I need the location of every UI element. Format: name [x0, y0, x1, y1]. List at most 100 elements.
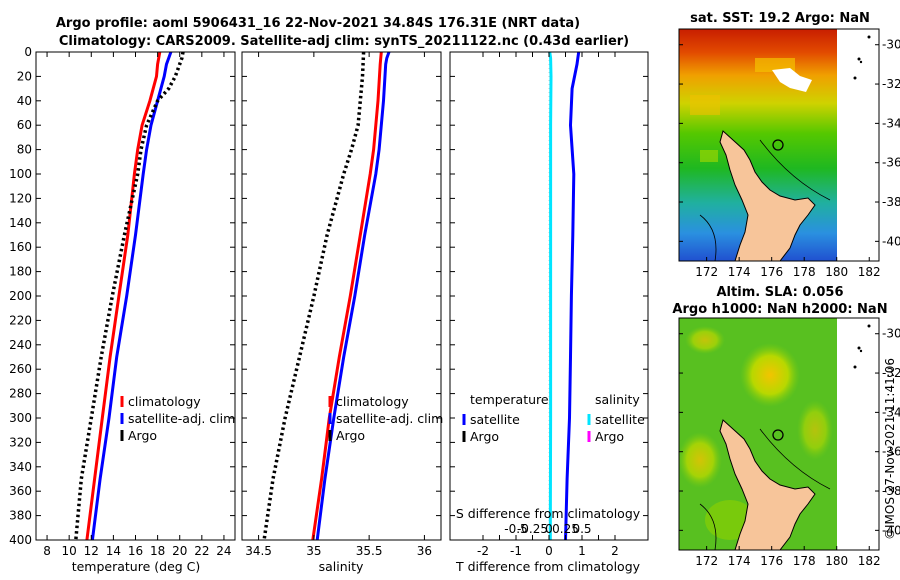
salinity-series-climatology	[311, 51, 383, 541]
salinity-xtick-label: 36	[417, 544, 432, 558]
depth-tick-label: 200	[9, 289, 32, 303]
sla-ticks-lat-label: -40	[882, 523, 900, 537]
sla-ticks-lon-label: 176	[760, 554, 783, 568]
depth-tick-label: 240	[9, 338, 32, 352]
sst-ticks-lon-label: 178	[793, 265, 816, 279]
temperature-xtick-label: 20	[172, 544, 187, 558]
diff-legend-sal-entry: Argo	[595, 429, 624, 444]
sst-ticks-lon-label: 174	[728, 265, 751, 279]
depth-tick-label: 380	[9, 509, 32, 523]
diff-xtick-label: 2	[611, 544, 619, 558]
figure-title-line1: Argo profile: aoml 5906431_16 22-Nov-202…	[56, 16, 580, 31]
temperature-legend-entry: satellite-adj. clim	[128, 411, 235, 426]
sst-ticks-lat-label: -38	[882, 195, 900, 209]
depth-tick-label: 220	[9, 313, 32, 327]
diff-legend-temp-entry: Argo	[470, 429, 499, 444]
sla-ticks-lon-label: 174	[728, 554, 751, 568]
temperature-series-argo	[74, 51, 185, 541]
s-diff-tick-label: 0	[545, 522, 553, 536]
diff-legend-temp-title: temperature	[470, 392, 549, 407]
sst-cloud-gap	[772, 68, 812, 92]
sst-ticks-lon-label: 172	[695, 265, 718, 279]
sla-ticks-lon-label: 172	[695, 554, 718, 568]
depth-tick-label: 100	[9, 167, 32, 181]
sla-ticks-lat-label: -36	[882, 445, 900, 459]
diff-xtick-label: -1	[510, 544, 522, 558]
temperature-panel: 8 10 12 14 16 18 20 22 2402040608010012014016018…	[9, 45, 236, 558]
sla-ticks-lat-label: -30	[882, 327, 900, 341]
diff-xtick-label: -2	[477, 544, 489, 558]
sla-ticks-lat-label: -32	[882, 366, 900, 380]
diff-legend-sal-title: salinity	[595, 392, 640, 407]
salinity-legend-entry: climatology	[336, 394, 409, 409]
depth-tick-label: 60	[17, 118, 32, 132]
sst-map-title: sat. SST: 19.2 Argo: NaN	[690, 11, 870, 26]
s-diff-tick-label: -0.25	[517, 522, 548, 536]
depth-tick-label: 80	[17, 143, 32, 157]
sst-ticks-lat-label: -36	[882, 156, 900, 170]
sst-ticks-lon-label: 180	[825, 265, 848, 279]
salinity-legend-entry: satellite-adj. clim	[336, 411, 443, 426]
diff-xtick-label: 1	[578, 544, 586, 558]
salinity-series-argo	[262, 51, 366, 541]
temperature-axes-frame	[35, 51, 236, 541]
s-diff-tick-label: 0.5	[572, 522, 591, 536]
depth-tick-label: 0	[24, 45, 32, 59]
temperature-xtick-label: 12	[84, 544, 99, 558]
sla-land	[719, 419, 816, 550]
sla-argo-marker	[772, 429, 784, 441]
sst-map: sat. SST: 19.2 Argo: NaN -30 -32 -34 -36 -38…	[678, 11, 900, 279]
s-diff-tick-label: 0.25	[552, 522, 579, 536]
sla-map: Altim. SLA: 0.056 Argo h1000: NaN h2000:…	[672, 285, 900, 568]
salinity-xtick-label: 35	[306, 544, 321, 558]
depth-tick-label: 260	[9, 362, 32, 376]
salinity-xtick-label: 34.5	[245, 544, 272, 558]
temperature-xtick-label: 10	[62, 544, 77, 558]
temperature-series-climatology	[85, 51, 162, 541]
temperature-xtick-label: 22	[194, 544, 209, 558]
sst-ticks-lat-label: -30	[882, 38, 900, 52]
sla-ticks-lon-label: 182	[858, 554, 881, 568]
depth-tick-label: 160	[9, 240, 32, 254]
salinity-panel: 34.5 35 35.5 36 climatology satellite-adj. cl…	[241, 51, 443, 558]
diff-xtick-label: 0	[545, 544, 553, 558]
sla-ticks-lon-label: 178	[793, 554, 816, 568]
temperature-series-satellite-adj-clim	[90, 51, 173, 541]
sst-ticks-lat-label: -32	[882, 77, 900, 91]
depth-tick-label: 400	[9, 533, 32, 547]
diff-legend-sal-entry: satellite	[595, 412, 645, 427]
temperature-legend-entry: Argo	[128, 428, 157, 443]
salinity-legend-entry: Argo	[336, 428, 365, 443]
imos-credit: ©IMOS 27-Nov-2021 11:41:06	[883, 358, 897, 540]
sst-ticks-lon-label: 182	[858, 265, 881, 279]
sla-map-title-1: Altim. SLA: 0.056	[717, 285, 844, 300]
salinity-axes-frame	[241, 51, 442, 541]
diff-series-s-satellite	[548, 51, 553, 541]
salinity-series-satellite-adj-clim	[315, 51, 391, 541]
diff-legend-temp-entry: satellite	[470, 412, 520, 427]
depth-tick-label: 40	[17, 94, 32, 108]
temperature-xtick-label: 14	[106, 544, 121, 558]
depth-tick-label: 140	[9, 216, 32, 230]
salinity-xlabel: salinity	[319, 559, 364, 574]
sla-ticks-lat-label: -38	[882, 484, 900, 498]
temperature-xtick-label: 8	[43, 544, 51, 558]
s-difference-label: S difference from climatology	[456, 506, 641, 521]
temperature-legend-entry: climatology	[128, 394, 201, 409]
depth-tick-label: 340	[9, 460, 32, 474]
sla-ticks-lon-label: 180	[825, 554, 848, 568]
temperature-xtick-label: 16	[128, 544, 143, 558]
figure-title-line2: Climatology: CARS2009. Satellite-adj cli…	[59, 34, 629, 49]
depth-tick-label: 320	[9, 435, 32, 449]
temperature-xlabel: temperature (deg C)	[72, 559, 201, 574]
depth-tick-label: 20	[17, 69, 32, 83]
sla-map-title-2: Argo h1000: NaN h2000: NaN	[672, 302, 887, 317]
sst-land	[719, 130, 816, 261]
temperature-xtick-label: 24	[216, 544, 231, 558]
sst-ticks-lat-label: -40	[882, 234, 900, 248]
sst-ticks-lon-label: 176	[760, 265, 783, 279]
depth-tick-label: 360	[9, 484, 32, 498]
difference-xlabel: T difference from climatology	[455, 559, 641, 574]
